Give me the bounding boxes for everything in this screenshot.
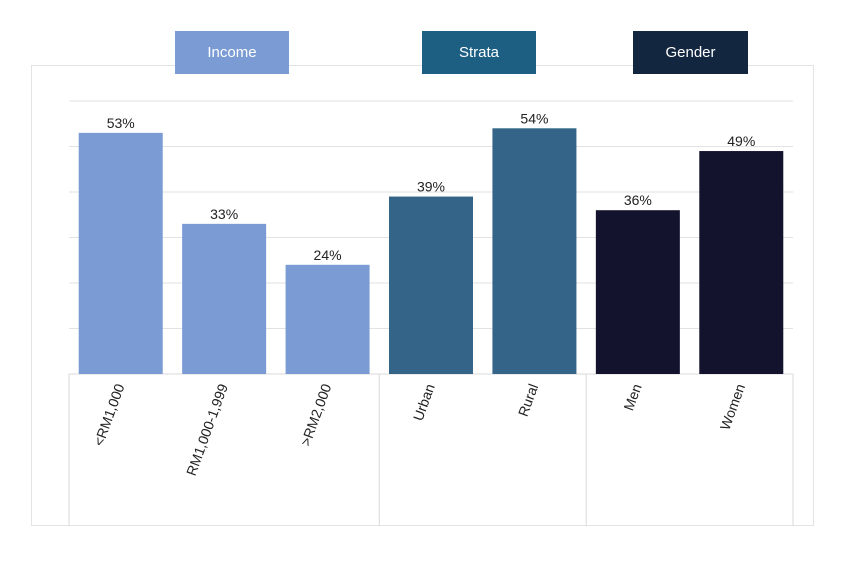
bar: [699, 151, 784, 374]
bar: [285, 264, 370, 374]
bar: [182, 223, 267, 374]
tick-label: <RM1,000: [90, 381, 127, 448]
legend-strata: Strata: [422, 31, 536, 74]
data-label: 24%: [314, 247, 342, 263]
tick-label: Urban: [410, 382, 438, 423]
data-label: 33%: [210, 206, 238, 222]
bar: [492, 128, 577, 374]
tick-label: >RM2,000: [297, 381, 334, 448]
bar: [595, 210, 680, 374]
tick-label: Women: [717, 382, 748, 433]
data-label: 36%: [624, 192, 652, 208]
data-label: 39%: [417, 179, 445, 195]
legend-gender: Gender: [633, 31, 748, 74]
legend-income: Income: [175, 31, 289, 74]
data-label: 53%: [107, 115, 135, 131]
data-label: 49%: [727, 133, 755, 149]
tick-label: Men: [620, 382, 644, 413]
tick-label: RM1,000-1,999: [183, 381, 231, 477]
data-label: 54%: [520, 110, 548, 126]
bar: [78, 132, 163, 374]
bar: [389, 196, 473, 374]
tick-label: Rural: [515, 382, 541, 419]
